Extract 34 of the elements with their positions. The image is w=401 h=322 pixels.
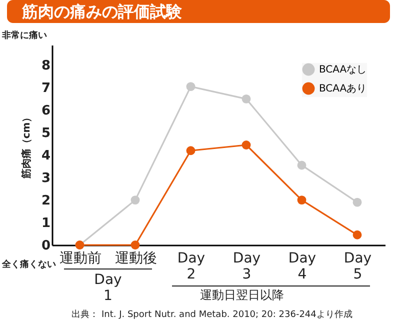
- text: 非常に痛い: [1, 30, 47, 41]
- text: 全く痛くない: [1, 259, 56, 270]
- y-tick-label: 8: [41, 58, 50, 74]
- point: [352, 198, 362, 207]
- legend-label: BCAAあり: [319, 84, 367, 94]
- x-tick-label: 運動後: [114, 250, 157, 266]
- point: [297, 160, 306, 170]
- y-tick-label: 5: [41, 126, 50, 142]
- point: [352, 230, 362, 240]
- point: [242, 94, 251, 104]
- y-tick-label: 3: [41, 171, 50, 186]
- point: [130, 240, 140, 250]
- source-note: 出典： Int. J. Sport Nutr. and Metab. 2010; 20: 236-244より作成: [72, 309, 352, 320]
- point: [242, 140, 251, 150]
- x-tick-label: Day 5: [344, 250, 372, 282]
- y-axis-title: 筋肉痛（cm）: [20, 112, 32, 180]
- point: [186, 82, 196, 92]
- y-tick-label: 4: [41, 148, 50, 164]
- y-tick-label: 0: [41, 238, 50, 254]
- chart-title: 筋肉の痛みの評価試験: [21, 2, 183, 21]
- x-tick-label: Day 2: [177, 250, 206, 282]
- x-tick-label: Day 3: [232, 250, 261, 282]
- point: [297, 196, 306, 205]
- text: Day 1: [94, 272, 122, 304]
- y-tick-label: 7: [41, 81, 50, 96]
- x-tick-label: 運動前: [59, 250, 102, 266]
- point: [186, 146, 196, 156]
- text: 運動日翌日以降: [200, 288, 284, 302]
- point: [130, 196, 140, 205]
- x-tick-label: Day 4: [288, 250, 316, 282]
- y-tick-label: 2: [41, 194, 50, 209]
- y-tick-label: 6: [41, 104, 50, 119]
- y-tick-label: 1: [41, 216, 50, 232]
- legend-label: BCAAなし: [319, 64, 367, 76]
